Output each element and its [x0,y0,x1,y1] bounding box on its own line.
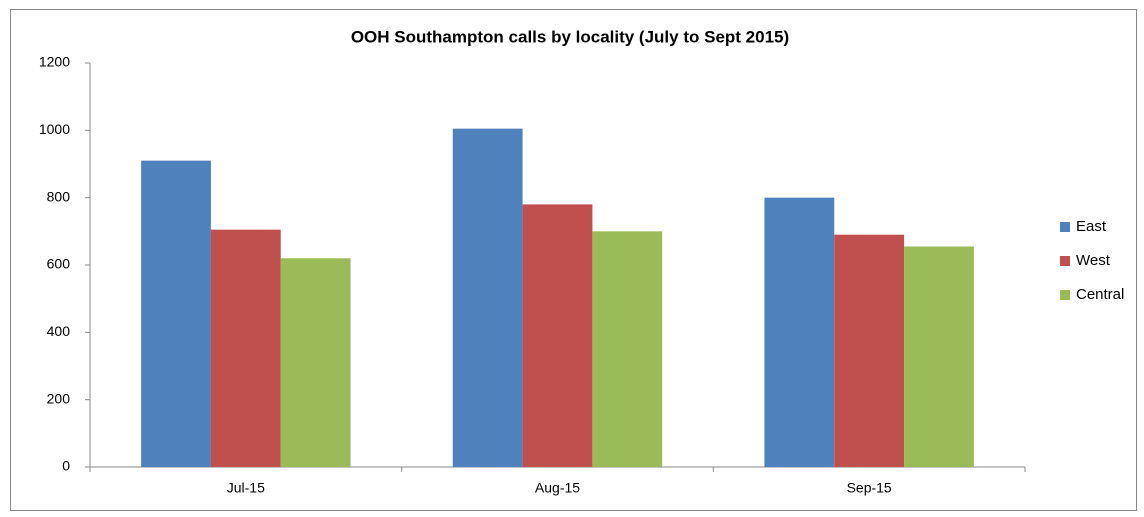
bar [764,197,835,467]
bar [834,234,905,467]
legend-swatch [1060,222,1070,232]
bar [904,246,974,467]
legend-label: West [1076,252,1111,269]
y-tick-label: 1200 [39,54,70,70]
legend-swatch [1060,256,1070,266]
y-tick-label: 800 [47,188,71,204]
bar [592,231,663,467]
bar [141,160,211,467]
bar [522,204,593,467]
legend-label: Central [1076,286,1124,303]
x-tick-label: Aug-15 [535,480,580,496]
x-tick-label: Sep-15 [847,480,892,496]
x-tick-label: Jul-15 [227,480,265,496]
chart-title: OOH Southampton calls by locality (July … [351,27,789,46]
bar [210,229,281,467]
y-tick-label: 600 [47,256,71,272]
bar [452,128,523,467]
y-tick-label: 400 [47,323,71,339]
bar [280,258,351,467]
y-tick-label: 200 [47,390,71,406]
legend-label: East [1076,218,1107,235]
y-tick-label: 1000 [39,121,70,137]
y-tick-label: 0 [62,458,70,474]
legend-swatch [1060,290,1070,300]
